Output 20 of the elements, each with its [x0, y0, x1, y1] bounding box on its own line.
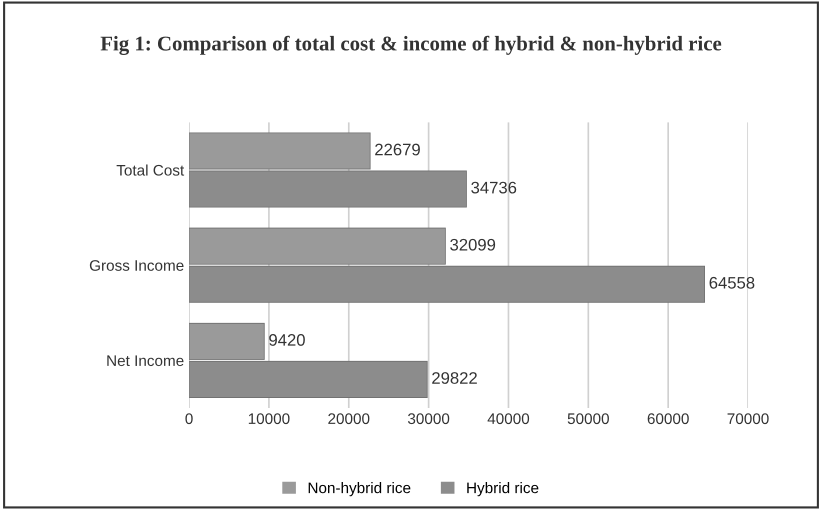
y-tick-label: Total Cost	[116, 164, 184, 176]
x-tick-label: 60000	[648, 413, 689, 424]
legend-label: Non-hybrid rice	[308, 482, 410, 496]
data-label: 29822	[432, 372, 477, 384]
data-label: 9420	[269, 334, 305, 346]
chart-title: Fig 1: Comparison of total cost & income of hybrid & non-hybrid rice	[100, 36, 722, 55]
y-tick-label: Net Income	[107, 355, 184, 366]
data-label: 22679	[375, 144, 420, 156]
x-tick-label: 40000	[488, 413, 530, 424]
x-tick-label: 10000	[248, 413, 290, 424]
y-tick-label: Gross Income	[90, 260, 184, 271]
x-tick-label: 50000	[568, 413, 609, 424]
data-label: 64558	[710, 276, 754, 289]
data-label: 32099	[450, 238, 496, 251]
x-tick-label: 0	[185, 413, 193, 424]
x-tick-label: 30000	[408, 413, 450, 424]
legend-label: Hybrid rice	[467, 482, 538, 496]
x-tick-label: 20000	[328, 413, 370, 424]
x-tick-label: 70000	[728, 413, 769, 424]
data-label: 34736	[471, 182, 516, 194]
